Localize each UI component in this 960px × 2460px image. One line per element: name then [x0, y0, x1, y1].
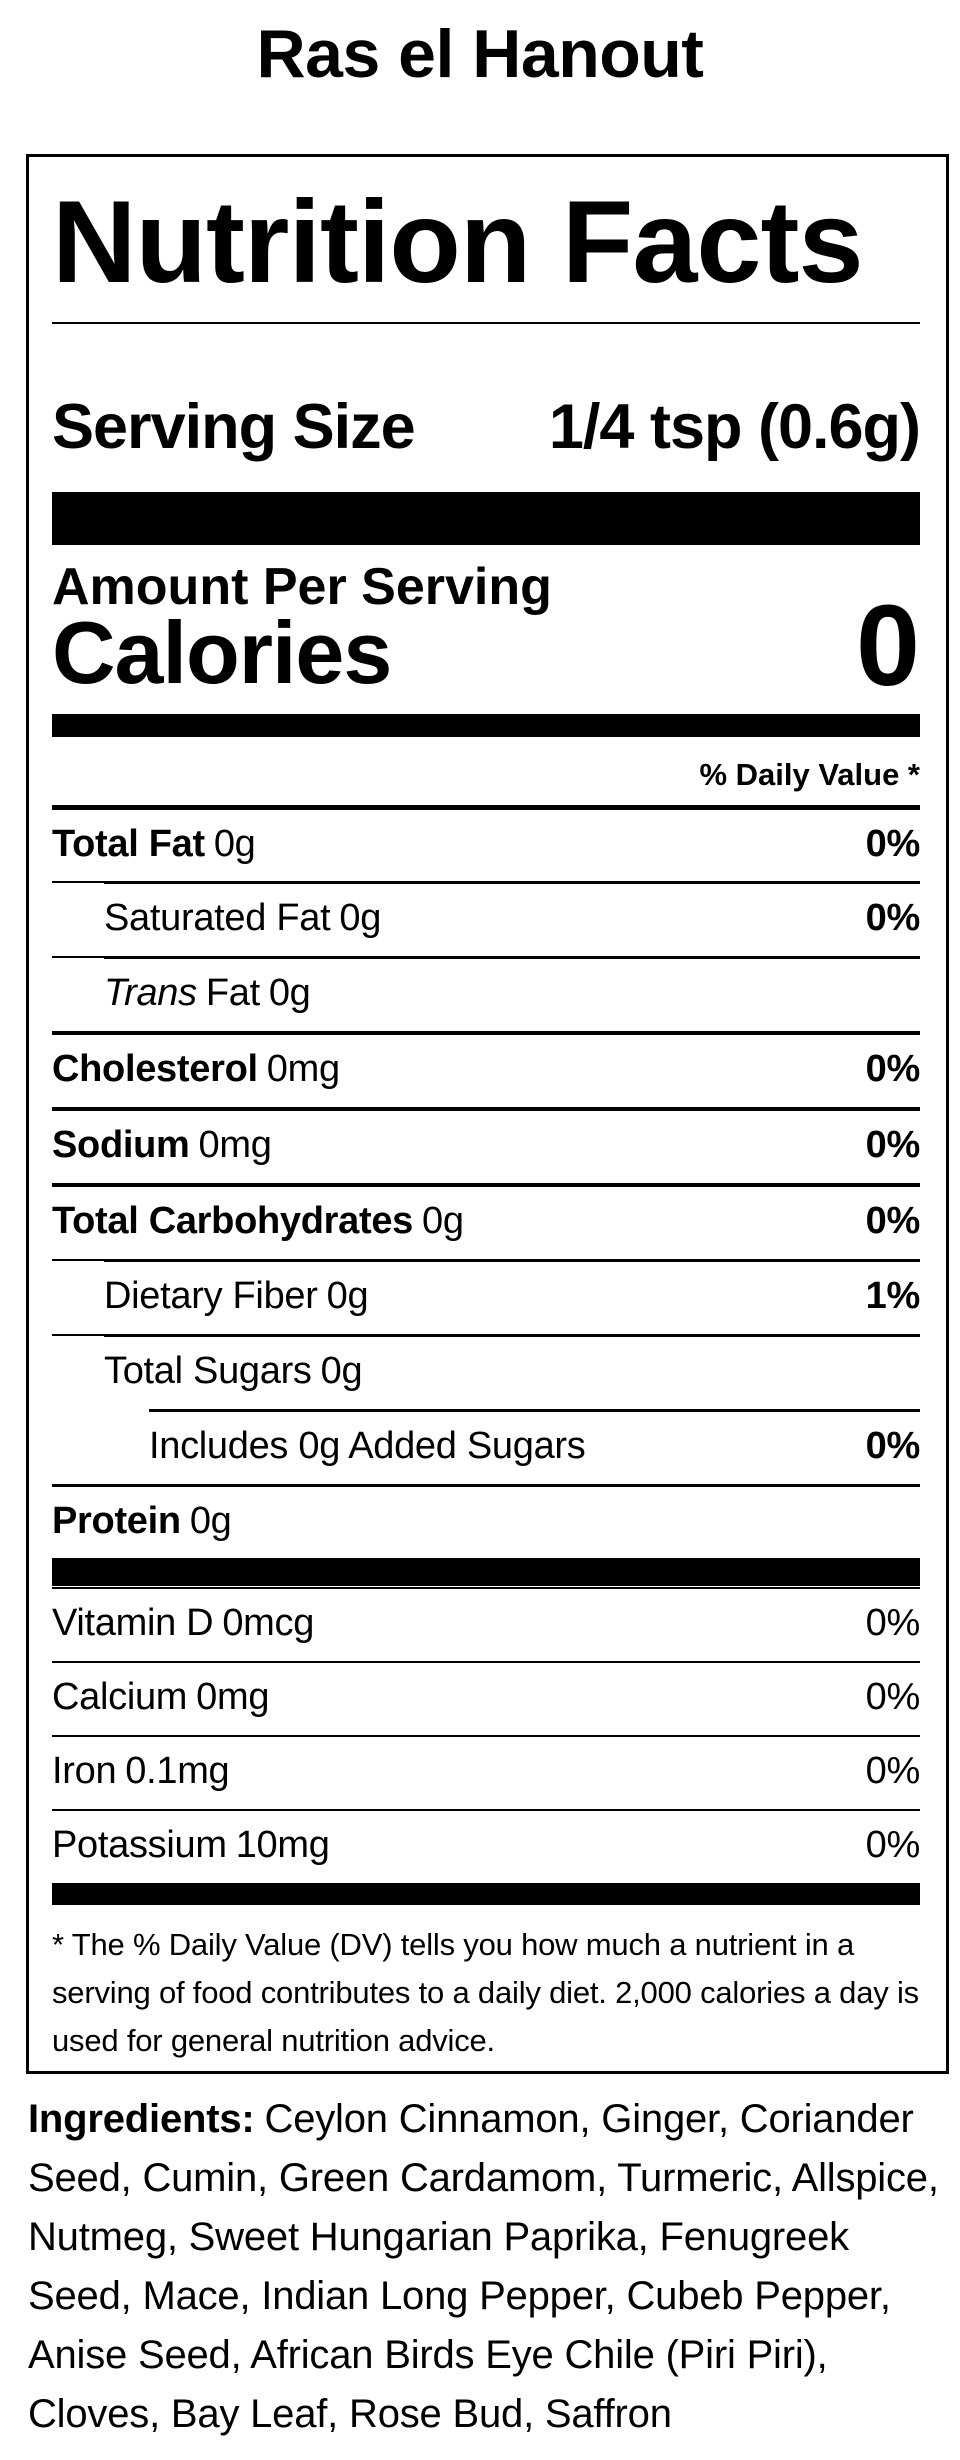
nutrient-name: Iron 0.1mg: [52, 1750, 230, 1793]
calories-label: Calories: [52, 603, 392, 702]
row-total-fat: Total Fat 0g 0%: [52, 810, 920, 882]
daily-value: 0%: [865, 1602, 921, 1645]
daily-value: 0%: [865, 1824, 921, 1867]
serving-size-label: Serving Size: [52, 392, 416, 462]
nutrient-name: Trans Fat 0g: [104, 972, 311, 1015]
daily-value: 0%: [865, 1048, 921, 1091]
ingredients-paragraph: Ingredients: Ceylon Cinnamon, Ginger, Cor…: [28, 2090, 952, 2444]
row-vitamin-d: Vitamin D 0mcg 0%: [52, 1589, 920, 1661]
daily-value: 0%: [865, 1750, 921, 1793]
row-saturated-fat: Saturated Fat 0g 0%: [52, 884, 920, 956]
ingredients-text: Ceylon Cinnamon, Ginger, Coriander Seed,…: [28, 2097, 939, 2436]
nutrient-name: Protein 0g: [52, 1499, 232, 1542]
serving-size-row: Serving Size 1/4 tsp (0.6g): [52, 392, 921, 462]
nutrient-name: Total Sugars 0g: [104, 1349, 363, 1392]
amount-per-serving-label: Amount Per Serving: [52, 558, 552, 616]
daily-value: 0%: [865, 822, 921, 865]
divider: [52, 1483, 920, 1487]
nutrient-name: Includes 0g Added Sugars: [149, 1424, 586, 1467]
row-cholesterol: Cholesterol 0mg 0%: [52, 1035, 920, 1107]
separator-bar: [52, 1558, 920, 1587]
row-trans-fat: Trans Fat 0g: [52, 959, 920, 1031]
calories-section: Amount Per Serving Calories 0: [52, 558, 920, 703]
divider: [149, 1408, 920, 1412]
nutrient-name: Calcium 0mg: [52, 1676, 270, 1719]
nutrient-name: Sodium 0mg: [52, 1124, 272, 1167]
divider: [52, 1107, 920, 1112]
nutrient-name: Saturated Fat 0g: [104, 897, 382, 940]
ingredients-label: Ingredients:: [28, 2097, 255, 2141]
calories-value: 0: [856, 581, 920, 710]
divider: [52, 1258, 920, 1262]
row-protein: Protein 0g: [52, 1487, 920, 1559]
label-heading: Nutrition Facts: [52, 176, 864, 307]
nutrient-name: Cholesterol 0mg: [52, 1048, 340, 1091]
nutrient-name: Vitamin D 0mcg: [52, 1602, 315, 1645]
nutrient-name: Total Carbohydrates 0g: [52, 1199, 464, 1242]
row-calcium: Calcium 0mg 0%: [52, 1663, 920, 1735]
daily-value-header: % Daily Value *: [699, 756, 920, 792]
divider: [52, 1735, 920, 1738]
daily-value: 1%: [865, 1274, 921, 1317]
nutrition-facts-label: Nutrition Facts Serving Size 1/4 tsp (0.…: [26, 154, 949, 2074]
row-sodium: Sodium 0mg 0%: [52, 1111, 920, 1183]
separator-bar: [52, 492, 920, 545]
separator-bar: [52, 713, 920, 737]
daily-value-footnote: * The % Daily Value (DV) tells you how m…: [52, 1926, 919, 2058]
row-total-sugars: Total Sugars 0g: [52, 1337, 920, 1409]
daily-value: 0%: [865, 897, 921, 940]
daily-value: 0%: [865, 1676, 921, 1719]
row-iron: Iron 0.1mg 0%: [52, 1737, 920, 1809]
daily-value: 0%: [865, 1199, 921, 1242]
daily-value: 0%: [865, 1424, 921, 1467]
nutrient-name: Total Fat 0g: [52, 822, 256, 865]
daily-value: 0%: [865, 1124, 921, 1167]
divider: [52, 1031, 920, 1036]
divider: [52, 1333, 920, 1337]
divider: [52, 1661, 920, 1664]
nutrient-name: Dietary Fiber 0g: [104, 1274, 369, 1317]
row-total-carbohydrates: Total Carbohydrates 0g 0%: [52, 1187, 920, 1259]
divider: [52, 1809, 920, 1812]
separator-bar: [52, 1882, 920, 1905]
divider: [52, 804, 920, 810]
row-added-sugars: Includes 0g Added Sugars 0%: [52, 1412, 920, 1484]
divider: [52, 956, 920, 960]
divider: [52, 1182, 920, 1187]
product-title: Ras el Hanout: [256, 16, 704, 92]
serving-size-value: 1/4 tsp (0.6g): [548, 392, 921, 462]
row-dietary-fiber: Dietary Fiber 0g 1%: [52, 1262, 920, 1334]
nutrient-name: Potassium 10mg: [52, 1824, 330, 1867]
divider: [52, 322, 920, 324]
row-potassium: Potassium 10mg 0%: [52, 1811, 920, 1883]
calories-left-column: Amount Per Serving Calories: [52, 558, 552, 702]
divider: [52, 881, 920, 885]
divider: [52, 1587, 920, 1590]
